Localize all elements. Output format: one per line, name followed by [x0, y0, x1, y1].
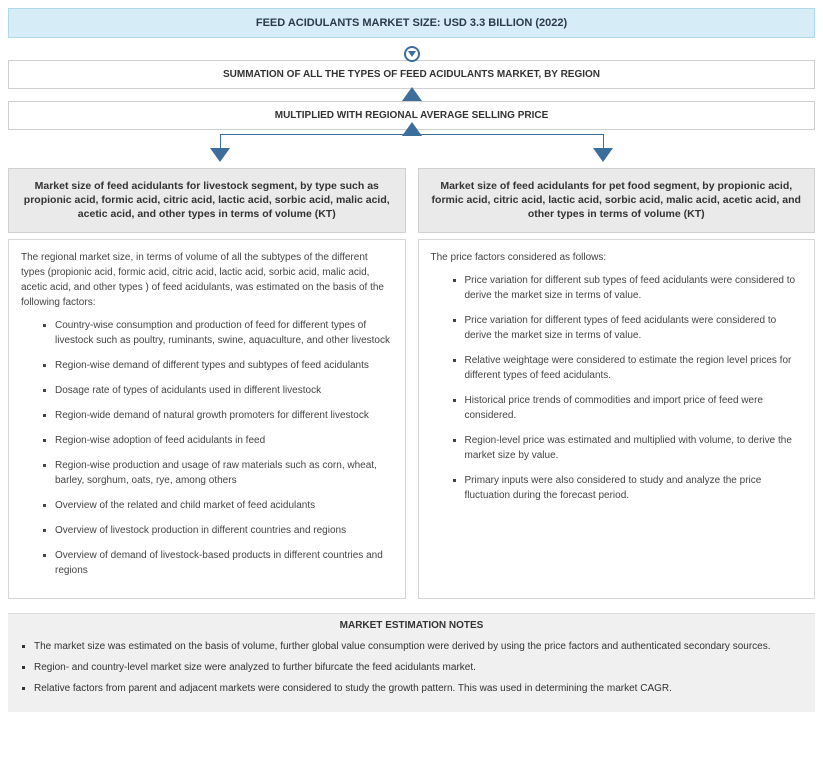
arrow-up-icon: [402, 87, 422, 101]
connector-line: [220, 134, 604, 135]
list-item: Region- and country-level market size we…: [34, 660, 803, 675]
left-intro: The regional market size, in terms of vo…: [21, 250, 393, 310]
circle-down-icon: [404, 46, 420, 62]
list-item: Primary inputs were also considered to s…: [465, 473, 803, 503]
list-item: Relative factors from parent and adjacen…: [34, 681, 803, 696]
notes-list: The market size was estimated on the bas…: [8, 639, 815, 696]
list-item: Overview of demand of livestock-based pr…: [55, 548, 393, 578]
right-list: Price variation for different sub types …: [431, 273, 803, 503]
left-segment-head: Market size of feed acidulants for lives…: [8, 168, 406, 233]
right-intro: The price factors considered as follows:: [431, 250, 803, 265]
right-column: Market size of feed acidulants for pet f…: [418, 168, 816, 599]
list-item: Relative weightage were considered to es…: [465, 353, 803, 383]
branch-arrow-left-icon: [210, 148, 230, 162]
connector-vline-left: [220, 134, 221, 148]
right-detail-box: The price factors considered as follows:…: [418, 239, 816, 599]
list-item: Region-wise demand of different types an…: [55, 358, 393, 373]
list-item: Overview of livestock production in diff…: [55, 523, 393, 538]
list-item: Price variation for different types of f…: [465, 313, 803, 343]
left-list: Country-wise consumption and production …: [21, 318, 393, 578]
list-item: Overview of the related and child market…: [55, 498, 393, 513]
two-columns: Market size of feed acidulants for lives…: [8, 168, 815, 599]
notes-title: MARKET ESTIMATION NOTES: [8, 614, 815, 639]
list-item: Country-wise consumption and production …: [55, 318, 393, 348]
summation-box: SUMMATION OF ALL THE TYPES OF FEED ACIDU…: [8, 60, 815, 89]
list-item: Region-wide demand of natural growth pro…: [55, 408, 393, 423]
list-item: Region-wise adoption of feed acidulants …: [55, 433, 393, 448]
split-connector: [28, 134, 795, 174]
right-segment-head: Market size of feed acidulants for pet f…: [418, 168, 816, 233]
market-estimation-notes: MARKET ESTIMATION NOTES The market size …: [8, 613, 815, 712]
list-item: Price variation for different sub types …: [465, 273, 803, 303]
left-column: Market size of feed acidulants for lives…: [8, 168, 406, 599]
list-item: Historical price trends of commodities a…: [465, 393, 803, 423]
market-size-title: FEED ACIDULANTS MARKET SIZE: USD 3.3 BIL…: [8, 8, 815, 38]
left-detail-box: The regional market size, in terms of vo…: [8, 239, 406, 599]
branch-arrow-right-icon: [593, 148, 613, 162]
list-item: The market size was estimated on the bas…: [34, 639, 803, 654]
connector-vline-right: [603, 134, 604, 148]
list-item: Region-level price was estimated and mul…: [465, 433, 803, 463]
list-item: Dosage rate of types of acidulants used …: [55, 383, 393, 398]
list-item: Region-wise production and usage of raw …: [55, 458, 393, 488]
